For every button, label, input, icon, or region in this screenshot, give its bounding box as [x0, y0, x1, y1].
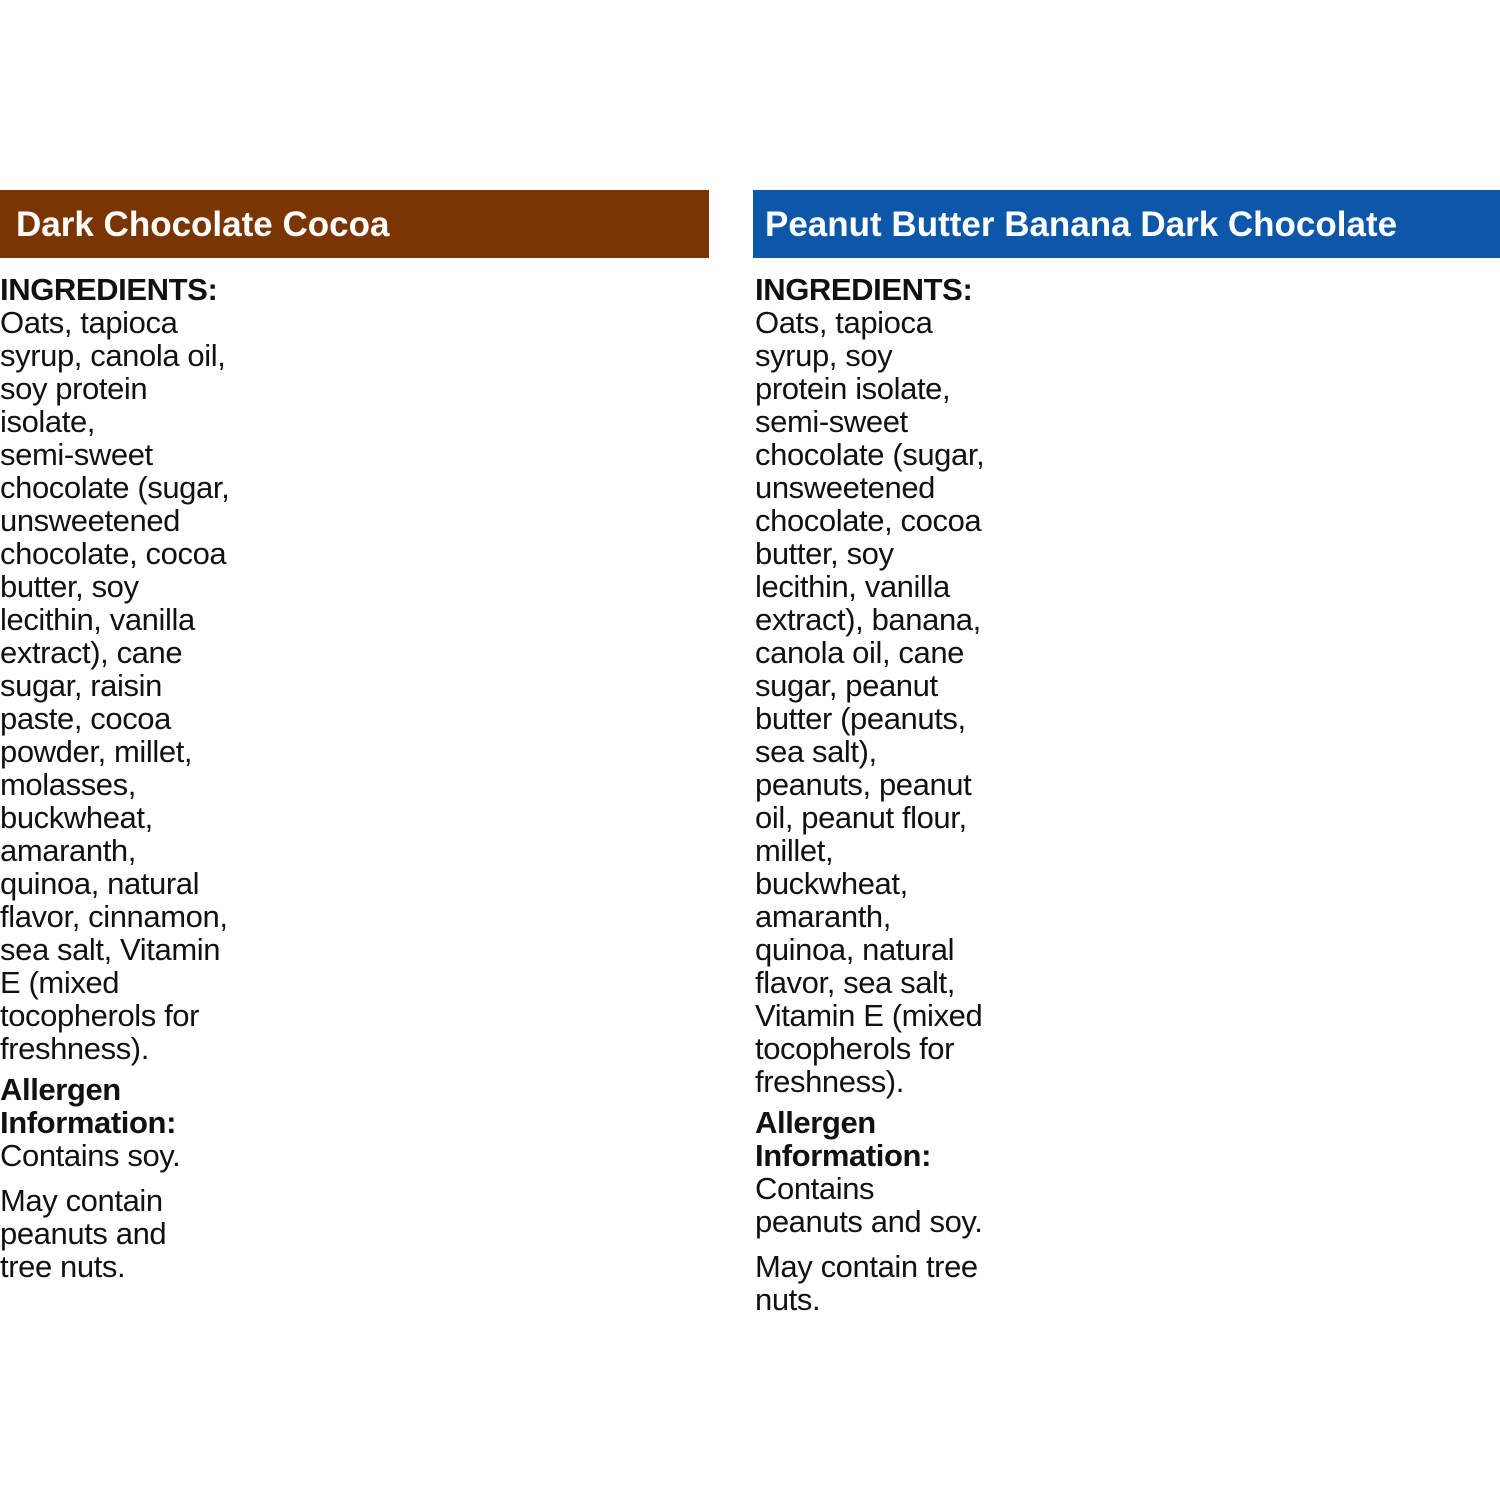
product-title-bar: Peanut Butter Banana Dark Chocolate [753, 190, 1500, 258]
ingredients-line: isolate, [0, 404, 96, 439]
ingredients-line: chocolate, cocoa [755, 503, 982, 538]
ingredients-line: quinoa, natural [0, 866, 200, 901]
ingredients-line: Vitamin E (mixed [755, 998, 983, 1033]
ingredients-line: extract), cane [0, 635, 183, 670]
ingredients-line: amaranth, [0, 833, 136, 868]
ingredients-line: chocolate (sugar, [0, 470, 230, 505]
ingredients-line: peanuts, peanut [755, 767, 972, 802]
ingredients-line: powder, millet, [0, 734, 193, 769]
ingredients-line: molasses, [0, 767, 136, 802]
contains-line: Contains soy. [0, 1138, 181, 1173]
ingredients-line: canola oil, cane [755, 635, 965, 670]
product-column: INGREDIENTS: Oats, tapioca syrup, canola o… [0, 272, 230, 1284]
ingredients-line: sugar, peanut [755, 668, 938, 703]
ingredients-line: chocolate, cocoa [0, 536, 227, 571]
ingredients-line: sea salt), [755, 734, 877, 769]
may-contain-line: May contain tree [755, 1249, 978, 1284]
contains-line: Contains [755, 1171, 875, 1206]
ingredients-line: butter (peanuts, [755, 701, 966, 736]
ingredients-line: lecithin, vanilla [755, 569, 950, 604]
ingredients-line: amaranth, [755, 899, 891, 934]
ingredients-line: tocopherols for [755, 1031, 955, 1066]
allergen-label: Allergen [0, 1072, 121, 1107]
ingredients-line: sea salt, Vitamin [0, 932, 221, 967]
ingredients-line: unsweetened [0, 503, 181, 538]
ingredients-line: buckwheat, [0, 800, 153, 835]
ingredients-line: Oats, tapioca [755, 305, 933, 340]
ingredients-line: paste, cocoa [0, 701, 171, 736]
ingredients-line: flavor, cinnamon, [0, 899, 228, 934]
ingredients-line: oil, peanut flour, [755, 800, 967, 835]
ingredients-line: tocopherols for [0, 998, 200, 1033]
ingredients-line: semi-sweet [0, 437, 153, 472]
may-contain-line: tree nuts. [0, 1249, 126, 1284]
ingredients-line: lecithin, vanilla [0, 602, 195, 637]
ingredients-line: E (mixed [0, 965, 120, 1000]
ingredients-line: butter, soy [755, 536, 894, 571]
ingredients-line: protein isolate, [755, 371, 951, 406]
ingredients-label: INGREDIENTS: [755, 272, 973, 307]
allergen-label: Information: [0, 1105, 177, 1140]
ingredients-line: syrup, soy [755, 338, 893, 373]
ingredients-line: freshness). [0, 1031, 149, 1066]
ingredients-line: chocolate (sugar, [755, 437, 985, 472]
allergen-label: Allergen [755, 1105, 876, 1140]
may-contain-line: nuts. [755, 1282, 821, 1317]
contains-line: peanuts and soy. [755, 1204, 983, 1239]
ingredients-line: millet, [755, 833, 834, 868]
ingredients-line: soy protein [0, 371, 148, 406]
ingredients-line: unsweetened [755, 470, 936, 505]
ingredients-line: Oats, tapioca [0, 305, 178, 340]
ingredients-line: butter, soy [0, 569, 139, 604]
ingredients-line: sugar, raisin [0, 668, 162, 703]
ingredients-line: semi-sweet [755, 404, 908, 439]
ingredients-line: extract), banana, [755, 602, 981, 637]
allergen-label: Information: [755, 1138, 932, 1173]
ingredients-line: freshness). [755, 1064, 904, 1099]
ingredients-line: quinoa, natural [755, 932, 955, 967]
ingredients-line: flavor, sea salt, [755, 965, 955, 1000]
ingredients-line: buckwheat, [755, 866, 908, 901]
ingredients-label: INGREDIENTS: [0, 272, 218, 307]
may-contain-line: peanuts and [0, 1216, 167, 1251]
product-column: INGREDIENTS: Oats, tapioca syrup, soy prote… [755, 272, 985, 1317]
product-title-bar: Dark Chocolate Cocoa [0, 190, 709, 258]
ingredients-line: syrup, canola oil, [0, 338, 226, 373]
may-contain-line: May contain [0, 1183, 163, 1218]
